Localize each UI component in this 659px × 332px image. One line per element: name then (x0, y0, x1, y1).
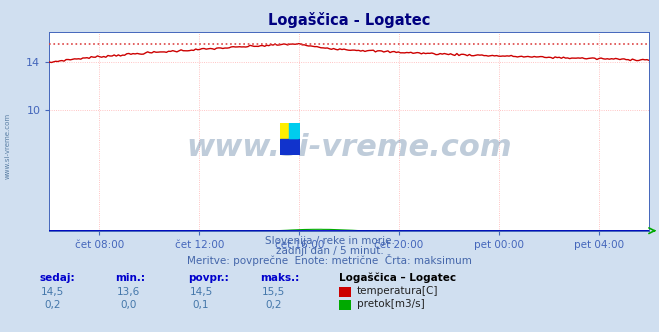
Polygon shape (289, 123, 299, 139)
Text: Logaščica – Logatec: Logaščica – Logatec (339, 272, 457, 283)
Text: min.:: min.: (115, 273, 146, 283)
Text: pretok[m3/s]: pretok[m3/s] (357, 299, 424, 309)
Text: maks.:: maks.: (260, 273, 300, 283)
Text: 0,2: 0,2 (44, 300, 61, 310)
Text: 0,2: 0,2 (265, 300, 282, 310)
Text: zadnji dan / 5 minut.: zadnji dan / 5 minut. (275, 246, 384, 256)
Text: 0,1: 0,1 (192, 300, 210, 310)
Text: 14,5: 14,5 (189, 288, 213, 297)
Text: Meritve: povprečne  Enote: metrične  Črta: maksimum: Meritve: povprečne Enote: metrične Črta:… (187, 254, 472, 266)
Text: povpr.:: povpr.: (188, 273, 229, 283)
Text: Slovenija / reke in morje.: Slovenija / reke in morje. (264, 236, 395, 246)
Text: 15,5: 15,5 (262, 288, 285, 297)
Polygon shape (280, 139, 289, 154)
Text: 13,6: 13,6 (117, 288, 140, 297)
Polygon shape (289, 123, 299, 139)
Text: 14,5: 14,5 (41, 288, 65, 297)
Polygon shape (280, 123, 289, 139)
Text: temperatura[C]: temperatura[C] (357, 286, 438, 296)
Title: Logaščica - Logatec: Logaščica - Logatec (268, 12, 430, 28)
Text: www.si-vreme.com: www.si-vreme.com (186, 132, 512, 162)
Polygon shape (289, 139, 299, 154)
Text: 0,0: 0,0 (121, 300, 136, 310)
Text: sedaj:: sedaj: (40, 273, 75, 283)
Text: www.si-vreme.com: www.si-vreme.com (5, 113, 11, 179)
